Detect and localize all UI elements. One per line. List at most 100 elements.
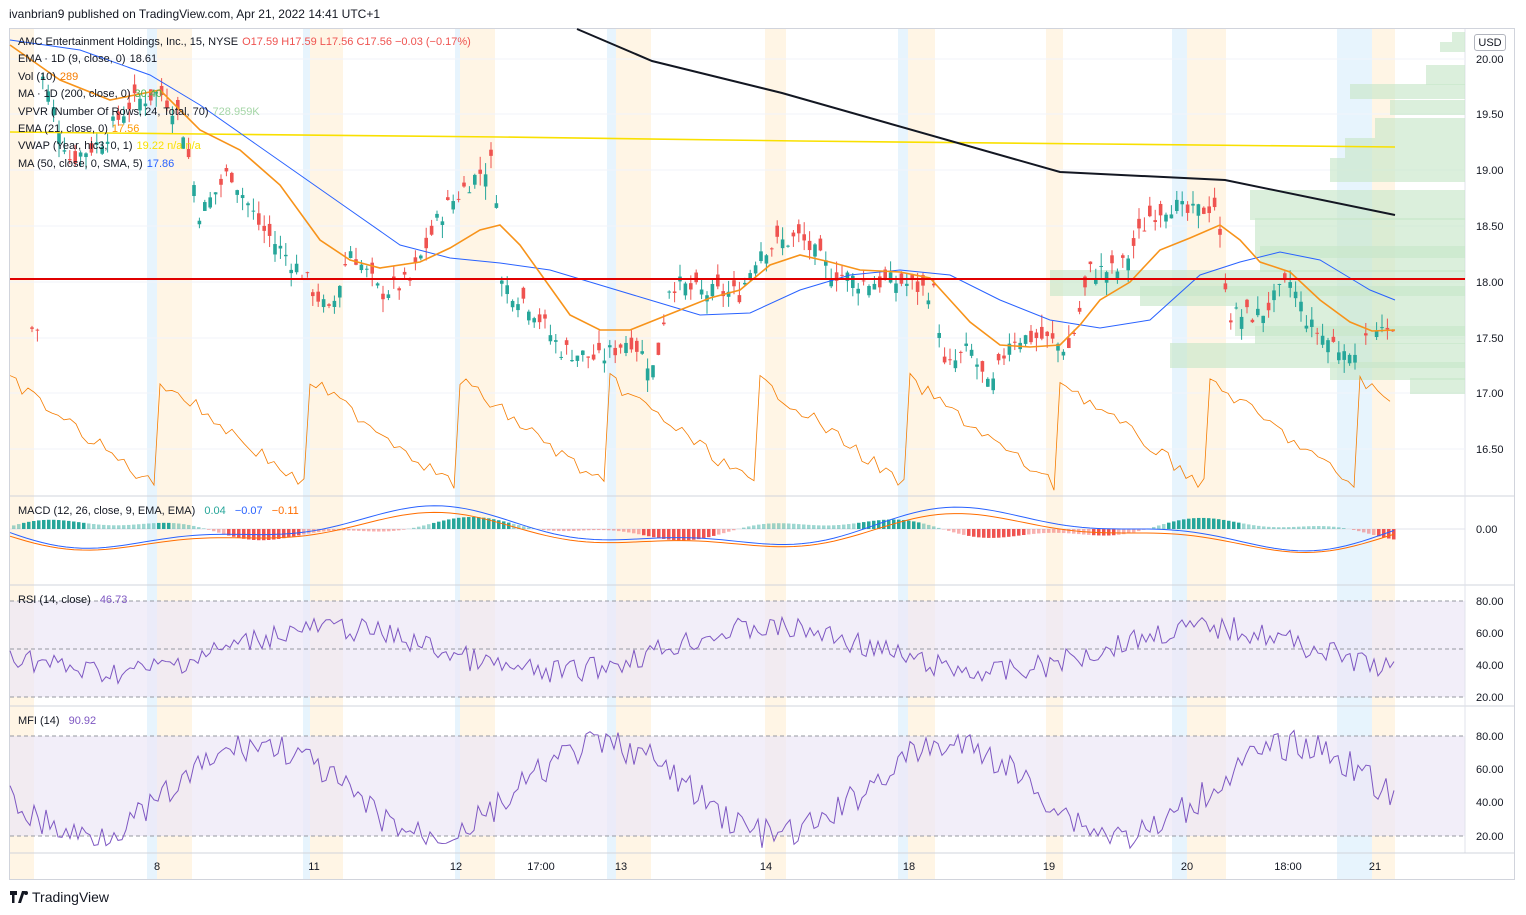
vpvr-bar — [1330, 158, 1465, 182]
candle-body — [1261, 315, 1265, 324]
macd-histogram-bar — [657, 529, 661, 539]
macd-histogram-bar — [702, 529, 706, 539]
candle-body — [532, 318, 536, 323]
candle-body — [921, 275, 925, 286]
macd-histogram-bar — [612, 529, 616, 531]
time-axis-label: 14 — [760, 861, 772, 873]
legend-name: EMA (21, close, 0) — [18, 123, 108, 136]
candle-body — [888, 272, 893, 283]
candle-body — [1288, 282, 1292, 288]
candle-body — [1175, 199, 1179, 212]
macd-histogram-bar — [427, 524, 431, 529]
candle-body — [1364, 333, 1368, 336]
candle-body — [942, 356, 947, 363]
macd-histogram-bar — [842, 524, 846, 529]
macd-histogram-bar — [1162, 524, 1166, 529]
ma50-line — [9, 39, 1396, 329]
macd-histogram-bar — [67, 520, 71, 529]
macd-histogram-bar — [542, 529, 546, 530]
macd-histogram-bar — [492, 519, 496, 529]
candle-body — [165, 100, 169, 108]
macd-histogram-bar — [1192, 518, 1196, 529]
time-axis-label: 19 — [1043, 861, 1055, 873]
legend-row[interactable]: AMC Entertainment Holdings, Inc., 15, NY… — [18, 34, 471, 51]
legend-row[interactable]: MA · 1D (200, close, 0) 30.40 — [18, 86, 471, 103]
candle-body — [57, 133, 61, 145]
candle-body — [1045, 331, 1049, 337]
macd-histogram-bar — [127, 524, 131, 529]
macd-histogram-bar — [417, 526, 421, 529]
session-stripe — [455, 29, 460, 879]
rsi-axis-label: 40.00 — [1476, 660, 1504, 672]
candle-body — [521, 287, 526, 299]
candle-body — [73, 151, 77, 163]
mfi-value: 90.92 — [68, 715, 97, 727]
mfi-axis-label: 40.00 — [1476, 797, 1504, 809]
candle-body — [46, 91, 50, 102]
price-axis-label: 17.00 — [1476, 388, 1504, 400]
rsi-axis-label: 20.00 — [1476, 692, 1504, 704]
tradingview-footer[interactable]: TradingView — [10, 889, 109, 905]
currency-button[interactable]: USD — [1474, 34, 1506, 51]
macd-histogram-bar — [147, 523, 151, 529]
candle-body — [1131, 238, 1136, 246]
candle-body — [645, 368, 650, 381]
candle-body — [505, 285, 509, 295]
candle-body — [429, 225, 434, 235]
legend-row[interactable]: MA (50, close, 0, SMA, 5) 17.86 — [18, 156, 471, 173]
candle-body — [1202, 207, 1206, 214]
macd-histogram-bar — [1327, 526, 1331, 529]
candle-body — [894, 283, 898, 293]
legend-row[interactable]: VWAP (Year, hlc3, 0, 1) 19.22 n/a n/a — [18, 138, 471, 155]
macd-histogram-bar — [1247, 524, 1251, 529]
candle-body — [203, 202, 207, 211]
candle-body — [1164, 214, 1168, 222]
macd-histogram-bar — [927, 524, 931, 529]
macd-histogram-bar — [1362, 529, 1366, 533]
legend-row[interactable]: Vol (10) 289 — [18, 69, 471, 86]
candle-body — [392, 276, 396, 280]
vpvr-bar — [1255, 326, 1465, 344]
macd-histogram-bar — [297, 529, 301, 536]
candle-body — [78, 152, 83, 157]
candle-body — [413, 257, 418, 264]
time-axis-label: 21 — [1369, 861, 1381, 873]
candle-body — [68, 159, 72, 161]
rsi-axis-label: 60.00 — [1476, 628, 1504, 640]
macd-histogram-bar — [172, 523, 176, 529]
candle-body — [1034, 332, 1039, 339]
legend-values: 728.959K — [212, 105, 260, 118]
macd-value-hist: 0.04 — [204, 505, 226, 517]
candle-body — [802, 234, 806, 241]
candle-body — [1283, 273, 1287, 280]
macd-histogram-bar — [1297, 526, 1301, 529]
macd-histogram-bar — [667, 529, 671, 540]
macd-histogram-bar — [367, 529, 371, 532]
candle-body — [1353, 354, 1357, 363]
macd-histogram-bar — [472, 517, 476, 529]
candle-body — [564, 340, 569, 345]
macd-histogram-bar — [62, 520, 66, 529]
candle-body — [402, 271, 407, 275]
candle-body — [807, 240, 812, 251]
candle-body — [969, 349, 974, 356]
macd-histogram-bar — [692, 529, 696, 540]
legend-row[interactable]: EMA (21, close, 0) 17.56 — [18, 121, 471, 138]
macd-histogram-bar — [1302, 526, 1306, 529]
macd-histogram-bar — [167, 522, 171, 529]
chart-frame[interactable] — [9, 28, 1515, 880]
legend-row[interactable]: EMA · 1D (9, close, 0) 18.61 — [18, 51, 471, 68]
candle-body — [1180, 201, 1184, 205]
macd-histogram-bar — [1197, 517, 1201, 529]
session-stripe — [898, 29, 908, 879]
macd-histogram-bar — [932, 526, 936, 529]
vpvr-bar — [1250, 190, 1465, 220]
candle-body — [381, 293, 385, 300]
tradingview-brand: TradingView — [32, 889, 110, 905]
rsi-label: RSI (14, close) 46.73 — [18, 594, 127, 606]
candle-body — [699, 289, 704, 295]
macd-histogram-bar — [372, 529, 376, 532]
candle-body — [500, 280, 504, 284]
legend-row[interactable]: VPVR (Number Of Rows, 24, Total, 70) 728.… — [18, 104, 471, 121]
